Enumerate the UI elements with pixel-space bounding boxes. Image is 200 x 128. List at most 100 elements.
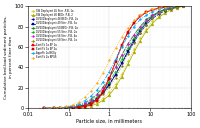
DV20Ddeploymt 55 Stnr -P-B- 2a	[84, 103, 86, 105]
SW Deploymt 46 BEDr -P-B- 2	[176, 7, 178, 8]
East/Fk 1a EP 1a	[108, 77, 111, 78]
DV20Ddeploymt 50 BEDr -P-B- 2a	[108, 77, 111, 78]
East/Fk 1a EP 1a	[133, 22, 135, 23]
ApprFk 1a BKGy	[157, 8, 160, 10]
DV20Ddeploymt 50 BEDr -P-B- 2a	[102, 86, 104, 88]
DV20Ddeploymt 56 Stnr -P-B- 4a	[102, 87, 104, 89]
ApprFk 1a BKGy	[170, 6, 172, 7]
East/Fk 1a EP 2a	[84, 106, 86, 107]
DV20Ddeploymt 55 Stnr -P-B- 2a	[71, 106, 74, 108]
DV20Ddeploymt 56 Stnr -P-B- 4a	[139, 26, 141, 27]
DV20Ddeploymt 55 Stnr -P-B- 2a	[65, 107, 67, 108]
East/Fk 1a EP 2a	[96, 100, 98, 101]
DV20Ddeploymt 58 Stnr -P-B- 1a	[164, 9, 166, 11]
East/Fk 2a BPGS	[43, 107, 45, 109]
SW Deploymt 45 Stnr -P-B- 1a	[96, 101, 98, 103]
East/Fk 1a EP 1a	[53, 108, 56, 109]
East/Fk 1a EP 2a	[127, 32, 129, 34]
DV20Ddeploymt 50 BEDr -P-B- 2a	[176, 6, 178, 7]
SW Deploymt 45 Stnr -P-B- 1a	[53, 107, 56, 109]
Line: East/Fk 1a EP 1a: East/Fk 1a EP 1a	[43, 5, 172, 110]
DV20Ddeploymt 48 BEDr -P-B- 2a	[164, 10, 166, 12]
East/Fk 2a BPGS	[127, 27, 129, 28]
DV20Ddeploymt 58 Stnr -P-B- 1a	[71, 107, 74, 108]
East/Fk 1a EP 1a	[151, 9, 154, 10]
SW Deploymt 46 BEDr -P-B- 2	[96, 103, 98, 104]
DV20Ddeploymt 48 BEDr -P-B- 2a	[151, 18, 154, 19]
SW Deploymt 46 BEDr -P-B- 2	[71, 107, 74, 109]
DV20Ddeploymt 58 Stnr -P-B- 1a	[176, 6, 178, 8]
DV20Ddeploymt 58 Stnr -P-B- 1a	[90, 103, 92, 104]
DV20Ddeploymt 49 Stnr -P-B- 3a	[176, 6, 178, 8]
East/Fk 1a EP 2a	[157, 7, 160, 9]
DV20Ddeploymt 48 BEDr -P-B- 2a	[43, 108, 45, 109]
East/Fk 1a EP 2a	[59, 108, 61, 109]
DV20Ddeploymt 56 Stnr -P-B- 4a	[176, 6, 178, 7]
East/Fk 1a EP 2a	[90, 104, 92, 105]
SW Deploymt 46 BEDr -P-B- 2	[53, 108, 56, 109]
SW Deploymt 46 BEDr -P-B- 2	[90, 105, 92, 106]
DV20Ddeploymt 56 Stnr -P-B- 4a	[71, 106, 74, 108]
DV20Ddeploymt 49 Stnr -P-B- 3a	[157, 12, 160, 13]
DV20Ddeploymt 58 Stnr -P-B- 1a	[127, 53, 129, 55]
DV20Ddeploymt 50 BEDr -P-B- 2a	[182, 5, 184, 7]
SW Deploymt 45 Stnr -P-B- 1a	[164, 12, 166, 13]
DV20Ddeploymt 48 BEDr -P-B- 2a	[170, 8, 172, 9]
East/Fk 2a BPGS	[145, 11, 148, 13]
ApprFk 1a BKGy	[145, 15, 148, 16]
DV20Ddeploymt 56 Stnr -P-B- 4a	[151, 15, 154, 16]
East/Fk 1a EP 1a	[127, 31, 129, 33]
DV20Ddeploymt 58 Stnr -P-B- 1a	[151, 17, 154, 19]
DV20Ddeploymt 55 Stnr -P-B- 2a	[108, 81, 111, 83]
East/Fk 1a EP 1a	[145, 12, 148, 13]
DV20Ddeploymt 48 BEDr -P-B- 2a	[114, 74, 117, 75]
SW Deploymt 46 BEDr -P-B- 2	[151, 23, 154, 24]
DV20Ddeploymt 56 Stnr -P-B- 4a	[53, 107, 56, 109]
DV20Ddeploymt 55 Stnr -P-B- 2a	[145, 21, 148, 22]
East/Fk 1a EP 1a	[96, 99, 98, 100]
DV20Ddeploymt 55 Stnr -P-B- 2a	[77, 105, 80, 107]
ApprFk 1a BKGy	[71, 105, 74, 106]
DV20Ddeploymt 50 BEDr -P-B- 2a	[145, 19, 148, 20]
DV20Ddeploymt 48 BEDr -P-B- 2a	[108, 83, 111, 84]
DV20Ddeploymt 58 Stnr -P-B- 1a	[84, 105, 86, 106]
East/Fk 1a EP 2a	[108, 78, 111, 79]
East/Fk 1a EP 1a	[114, 61, 117, 62]
DV20Ddeploymt 56 Stnr -P-B- 4a	[90, 99, 92, 101]
East/Fk 2a BPGS	[53, 107, 56, 109]
DV20Ddeploymt 48 BEDr -P-B- 2a	[90, 101, 92, 103]
DV20Ddeploymt 55 Stnr -P-B- 2a	[170, 7, 172, 9]
SW Deploymt 46 BEDr -P-B- 2	[114, 86, 117, 88]
DV20Ddeploymt 55 Stnr -P-B- 2a	[127, 47, 129, 49]
DV20Ddeploymt 50 BEDr -P-B- 2a	[43, 108, 45, 109]
East/Fk 1a EP 1a	[43, 108, 45, 109]
Line: East/Fk 2a BPGS: East/Fk 2a BPGS	[42, 4, 173, 110]
DV20Ddeploymt 56 Stnr -P-B- 4a	[77, 105, 80, 106]
SW Deploymt 46 BEDr -P-B- 2	[164, 13, 166, 14]
DV20Ddeploymt 50 BEDr -P-B- 2a	[157, 11, 160, 13]
DV20Ddeploymt 58 Stnr -P-B- 1a	[139, 32, 141, 34]
East/Fk 1a EP 1a	[121, 44, 123, 46]
DV20Ddeploymt 49 Stnr -P-B- 3a	[102, 92, 104, 94]
DV20Ddeploymt 58 Stnr -P-B- 1a	[53, 107, 56, 109]
Line: East/Fk 1a EP 2a: East/Fk 1a EP 2a	[43, 5, 172, 110]
East/Fk 1a EP 1a	[170, 6, 172, 7]
East/Fk 2a BPGS	[65, 106, 67, 107]
East/Fk 2a BPGS	[114, 47, 117, 49]
East/Fk 1a EP 2a	[77, 107, 80, 108]
SW Deploymt 45 Stnr -P-B- 1a	[182, 5, 184, 7]
DV20Ddeploymt 56 Stnr -P-B- 4a	[133, 34, 135, 36]
DV20Ddeploymt 55 Stnr -P-B- 2a	[157, 12, 160, 13]
East/Fk 2a BPGS	[77, 101, 80, 102]
DV20Ddeploymt 58 Stnr -P-B- 1a	[121, 66, 123, 67]
DV20Ddeploymt 56 Stnr -P-B- 4a	[127, 43, 129, 45]
DV20Ddeploymt 48 BEDr -P-B- 2a	[157, 14, 160, 15]
ApprFk 1a BKGy	[121, 46, 123, 48]
DV20Ddeploymt 55 Stnr -P-B- 2a	[59, 107, 61, 109]
SW Deploymt 46 BEDr -P-B- 2	[108, 94, 111, 96]
DV20Ddeploymt 49 Stnr -P-B- 3a	[182, 5, 184, 7]
SW Deploymt 46 BEDr -P-B- 2	[102, 99, 104, 101]
East/Fk 1a EP 1a	[164, 6, 166, 8]
SW Deploymt 45 Stnr -P-B- 1a	[127, 61, 129, 62]
DV20Ddeploymt 58 Stnr -P-B- 1a	[182, 5, 184, 7]
